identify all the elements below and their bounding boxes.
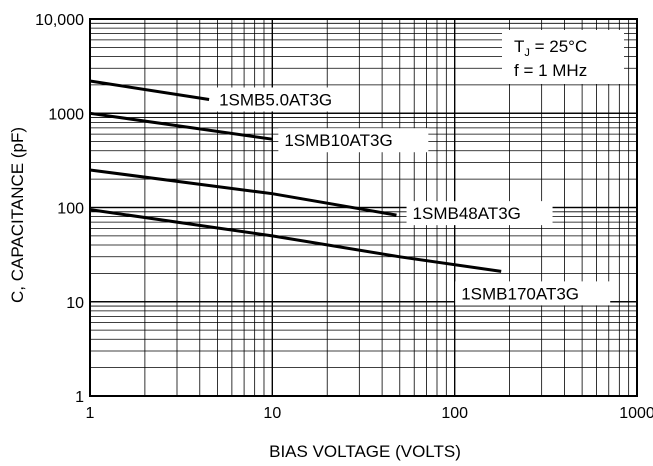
x-tick-label: 10 <box>263 405 281 422</box>
series-label: 1SMB5.0AT3G <box>219 90 332 109</box>
x-tick-label: 100 <box>441 405 468 422</box>
series-label: 1SMB48AT3G <box>413 204 521 223</box>
series-line <box>89 79 210 101</box>
series-line <box>89 168 397 217</box>
series-label: 1SMB10AT3G <box>284 131 392 150</box>
y-tick-label: 100 <box>57 201 84 218</box>
series-line <box>89 111 273 141</box>
frequency-label: f = 1 MHz <box>514 61 587 80</box>
x-tick-label: 1000 <box>619 405 653 422</box>
y-tick-label: 10,000 <box>35 12 84 29</box>
series-label-bg <box>278 128 429 153</box>
series-label-bg <box>406 201 553 226</box>
x-axis-title: BIAS VOLTAGE (VOLTS) <box>269 442 461 461</box>
x-tick-label: 1 <box>86 405 95 422</box>
y-tick-label: 10 <box>66 295 84 312</box>
series-label: 1SMB170AT3G <box>461 284 579 303</box>
y-tick-label: 1 <box>75 389 84 406</box>
plot-frame <box>89 18 638 397</box>
junction-temp-label: TJ = 25°C <box>514 37 587 59</box>
tick-labels: 1 10 100 1000 1 10 100 1000 10,000 <box>35 12 653 422</box>
y-tick-label: 1000 <box>48 106 84 123</box>
series-line <box>89 208 502 273</box>
series-lines <box>89 79 502 273</box>
conditions-box: TJ = 25°C f = 1 MHz <box>502 30 624 84</box>
series-label-bg <box>213 87 354 112</box>
y-axis-title: C, CAPACITANCE (pF) <box>8 127 27 303</box>
series-labels: 1SMB5.0AT3G 1SMB10AT3G 1SMB48AT3G 1SMB170AT… <box>213 87 611 306</box>
series-label-bg <box>455 281 611 306</box>
